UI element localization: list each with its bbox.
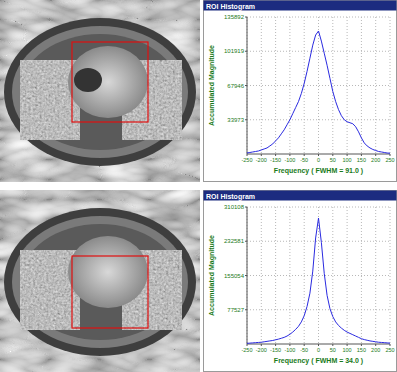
tick-label-y: 67946 (227, 83, 244, 89)
grid-line-x (275, 207, 276, 344)
grid-line-y (247, 51, 390, 52)
background (0, 0, 200, 182)
grid-line-x (332, 17, 333, 154)
tick-label-x: 200 (371, 157, 380, 163)
tick-label-x: -150 (270, 347, 281, 353)
grid-line-x (332, 207, 333, 344)
background (0, 190, 200, 372)
title: ROI Histogram (206, 193, 255, 201)
grid-line-x (275, 17, 276, 154)
tick-label-y: 135892 (224, 14, 245, 20)
axis-x (247, 344, 390, 345)
tick-label-x: -150 (270, 157, 281, 163)
body-outline (4, 18, 196, 166)
roi-box (72, 256, 148, 328)
title-bar (204, 1, 397, 11)
y-axis-label: Accumulated Magnitude (208, 45, 216, 126)
tick-label-y: 33973 (227, 117, 244, 123)
window-frame (204, 191, 397, 372)
tick-label-x: 50 (330, 157, 336, 163)
body-outline (4, 208, 196, 356)
title: ROI Histogram (206, 3, 255, 11)
tick-label-x: 150 (357, 347, 366, 353)
histogram-window: ROI Histogram -250 -200-150-100 -50 0 50 100 15… (204, 191, 397, 372)
body (12, 216, 188, 348)
tick-label-x: -50 (300, 157, 308, 163)
field-map-image (0, 0, 200, 182)
grid-line-x (261, 17, 262, 154)
tick-label-x: 250 (385, 347, 394, 353)
field-map-image (0, 190, 200, 372)
grid-line-x (261, 207, 262, 344)
histogram-line (247, 31, 390, 153)
plot-area (247, 31, 390, 153)
tick-label-x: 0 (317, 157, 320, 163)
tick-label-y: 232581 (224, 238, 245, 244)
grid-line-y (247, 17, 390, 18)
y-axis-label: Accumulated Magnitude (208, 235, 216, 316)
tick-label-x: -250 (241, 157, 252, 163)
x-axis-label: Frequency ( FWHM = 91.0 ) (274, 167, 363, 175)
tick-label-y: 310108 (224, 204, 245, 210)
dark-spot (74, 68, 102, 92)
tick-label-x: 150 (357, 157, 366, 163)
tick-label-x: 100 (343, 347, 352, 353)
tick-label-y: 155054 (224, 273, 245, 279)
tick-label-x: -200 (256, 347, 267, 353)
body (12, 26, 188, 158)
x-axis-label: Frequency ( FWHM = 34.0 ) (274, 357, 363, 365)
tick-label-x: -250 (241, 347, 252, 353)
figure: ROI Histogram-250-200-150-100-5005010015… (0, 0, 397, 372)
axis-y (247, 17, 248, 154)
grid-line-x (247, 207, 248, 344)
tick-label-x: 100 (343, 157, 352, 163)
tick-label-x: -100 (284, 157, 295, 163)
grid-line-x (247, 17, 248, 154)
grid-line-x (318, 17, 319, 154)
tick-label-y: 77527 (227, 307, 244, 313)
histogram-line (247, 218, 390, 343)
grid-line-y (247, 309, 390, 310)
grid-line-y (247, 119, 390, 120)
grid-line-y (247, 85, 390, 86)
tick-label-y: 101919 (224, 48, 245, 54)
tick-label-x: 0 (317, 347, 320, 353)
tick-label-x: 200 (371, 347, 380, 353)
window-frame (204, 1, 397, 182)
grid-line-y (247, 275, 390, 276)
tick-label-x: 250 (385, 157, 394, 163)
grid-line-x (318, 207, 319, 344)
tick-label-x: -50 (300, 347, 308, 353)
heart-region (68, 46, 148, 118)
heart-region (68, 236, 148, 308)
tick-label-x: -100 (284, 347, 295, 353)
grid-line-y (247, 241, 390, 242)
axis-y (247, 207, 248, 344)
tick-label-x: -200 (256, 157, 267, 163)
grid-line-y (247, 207, 390, 208)
axis-x (247, 154, 390, 155)
title-bar (204, 191, 397, 201)
plot-area (247, 218, 390, 343)
roi-box (72, 42, 148, 122)
tick-label-x: 50 (330, 347, 336, 353)
histogram-window: ROI Histogram -250 -200-150-100 -50 0 50 100 15… (204, 1, 397, 182)
